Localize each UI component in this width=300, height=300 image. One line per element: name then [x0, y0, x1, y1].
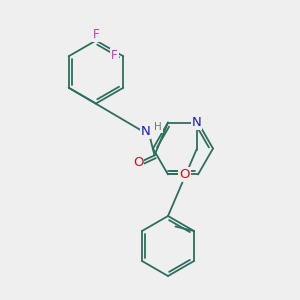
- Text: O: O: [179, 168, 190, 181]
- Text: H: H: [154, 122, 162, 132]
- Text: F: F: [93, 28, 100, 41]
- Text: N: N: [141, 125, 150, 138]
- Text: F: F: [111, 49, 118, 62]
- Text: O: O: [133, 156, 143, 170]
- Text: N: N: [192, 116, 201, 129]
